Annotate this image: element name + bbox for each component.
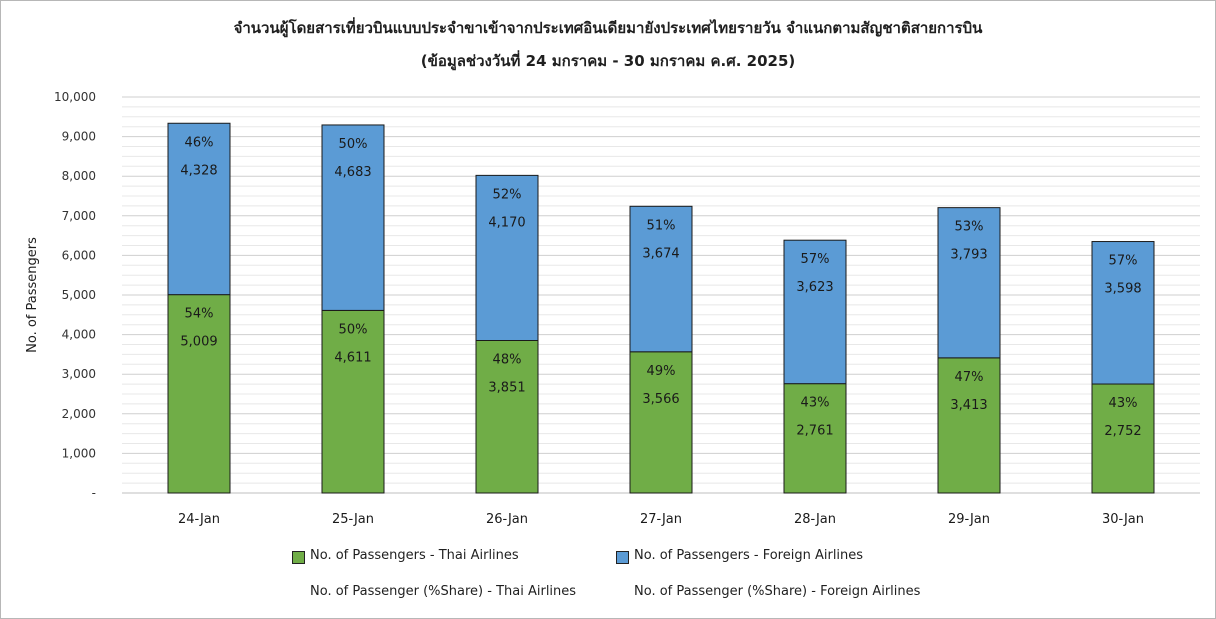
bar-thai xyxy=(1091,383,1155,494)
bar-foreign xyxy=(167,122,231,296)
value-label-thai: 2,761 xyxy=(796,424,833,439)
x-tick-label: 26-Jan xyxy=(486,512,528,527)
y-tick-label: 1,000 xyxy=(62,446,96,460)
legend-swatch-foreign xyxy=(616,551,629,564)
y-tick-label: 2,000 xyxy=(62,407,96,421)
legend-swatch-thai xyxy=(292,551,305,564)
bar-foreign xyxy=(937,207,1001,359)
share-label-thai: 43% xyxy=(801,396,830,411)
y-tick-label: 3,000 xyxy=(62,367,96,381)
bar-thai xyxy=(475,340,539,494)
value-label-foreign: 4,170 xyxy=(488,215,525,230)
value-label-thai: 4,611 xyxy=(334,350,371,365)
legend-label-thai: No. of Passengers - Thai Airlines xyxy=(310,548,519,563)
bar-foreign xyxy=(1091,241,1155,385)
y-tick-label: 10,000 xyxy=(54,90,96,104)
value-label-foreign: 4,683 xyxy=(334,165,371,180)
share-label-thai: 49% xyxy=(647,364,676,379)
y-tick-label: 8,000 xyxy=(62,169,96,183)
bar-thai xyxy=(937,357,1001,494)
value-label-thai: 3,566 xyxy=(642,392,679,407)
share-label-foreign: 57% xyxy=(1109,254,1138,269)
legend-label-foreign-share: No. of Passenger (%Share) - Foreign Airl… xyxy=(634,584,921,599)
value-label-thai: 3,413 xyxy=(950,398,987,413)
share-label-foreign: 46% xyxy=(185,135,214,150)
share-label-thai: 54% xyxy=(185,307,214,322)
share-label-thai: 48% xyxy=(493,353,522,368)
share-label-foreign: 57% xyxy=(801,252,830,267)
x-tick-label: 28-Jan xyxy=(794,512,836,527)
y-tick-label: 9,000 xyxy=(62,130,96,144)
share-label-thai: 50% xyxy=(339,322,368,337)
y-tick-label: 6,000 xyxy=(62,248,96,262)
chart-title: จำนวนผู้โดยสารเที่ยวบินแบบประจำขาเข้าจาก… xyxy=(233,19,983,37)
value-label-thai: 5,009 xyxy=(180,335,217,350)
value-label-thai: 2,752 xyxy=(1104,424,1141,439)
value-label-foreign: 3,793 xyxy=(950,248,987,263)
x-tick-label: 29-Jan xyxy=(948,512,990,527)
bar-foreign xyxy=(783,239,847,385)
y-tick-label: 5,000 xyxy=(62,288,96,302)
bar-foreign xyxy=(629,205,693,353)
value-label-foreign: 3,598 xyxy=(1104,282,1141,297)
share-label-foreign: 53% xyxy=(955,220,984,235)
y-axis-title: No. of Passengers xyxy=(25,237,40,353)
bar-thai xyxy=(783,383,847,494)
y-tick-label: 7,000 xyxy=(62,209,96,223)
value-label-foreign: 3,674 xyxy=(642,246,679,261)
value-label-thai: 3,851 xyxy=(488,381,525,396)
legend-label-thai-share: No. of Passenger (%Share) - Thai Airline… xyxy=(310,584,577,599)
share-label-thai: 43% xyxy=(1109,396,1138,411)
share-label-foreign: 51% xyxy=(647,218,676,233)
value-label-foreign: 3,623 xyxy=(796,280,833,295)
x-tick-label: 30-Jan xyxy=(1102,512,1144,527)
share-label-foreign: 52% xyxy=(493,187,522,202)
bar-thai xyxy=(167,294,231,494)
bar-foreign xyxy=(475,174,539,342)
chart-subtitle: (ข้อมูลช่วงวันที่ 24 มกราคม - 30 มกราคม … xyxy=(420,52,796,70)
share-label-foreign: 50% xyxy=(339,137,368,152)
x-tick-label: 27-Jan xyxy=(640,512,682,527)
legend-label-foreign: No. of Passengers - Foreign Airlines xyxy=(634,548,864,563)
bar-thai xyxy=(629,351,693,494)
bar-thai xyxy=(321,309,385,494)
x-tick-label: 24-Jan xyxy=(178,512,220,527)
y-tick-label: - xyxy=(92,486,96,500)
share-label-thai: 47% xyxy=(955,370,984,385)
x-tick-label: 25-Jan xyxy=(332,512,374,527)
bar-foreign xyxy=(321,124,385,311)
y-tick-label: 4,000 xyxy=(62,328,96,342)
value-label-foreign: 4,328 xyxy=(180,163,217,178)
